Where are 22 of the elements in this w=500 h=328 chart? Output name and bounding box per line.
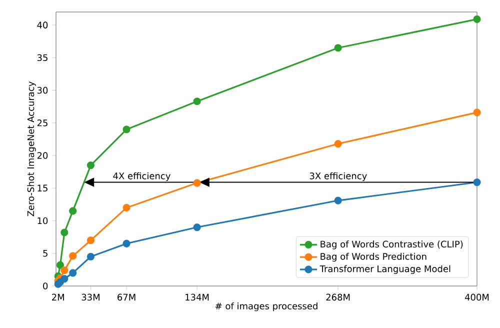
x-tick-label: 2M [52,294,64,300]
legend-label: Bag of Words Contrastive (CLIP) [320,240,463,250]
y-tick-label: 15 [38,184,48,192]
y-tick-label: 30 [37,86,48,94]
y-tick-label: 20 [37,152,48,159]
x-axis-title: # of images processed [216,302,318,312]
y-axis-title: Zero-Shot ImageNet Accuracy [27,82,36,216]
y-tick-label: 35 [37,54,48,62]
x-tick-label: 33M [82,294,100,301]
x-tick-label: 67M [118,294,136,301]
x-tick-label: 400M [464,294,489,301]
annotation: 3X efficiency [310,172,367,182]
legend-label: Transformer Language Model [320,265,450,274]
y-tick-label: 5 [43,250,48,257]
annotation: 4X efficiency [113,172,170,182]
y-tick-label: 40 [37,22,48,28]
x-tick-label: 134M [186,294,209,301]
y-tick-label: 10 [38,217,48,224]
y-tick-label: 25 [37,119,48,126]
x-tick-label: 268M [326,294,350,301]
y-tick-label: 0 [43,282,48,290]
legend-label: Bag of Words Prediction [320,252,426,262]
